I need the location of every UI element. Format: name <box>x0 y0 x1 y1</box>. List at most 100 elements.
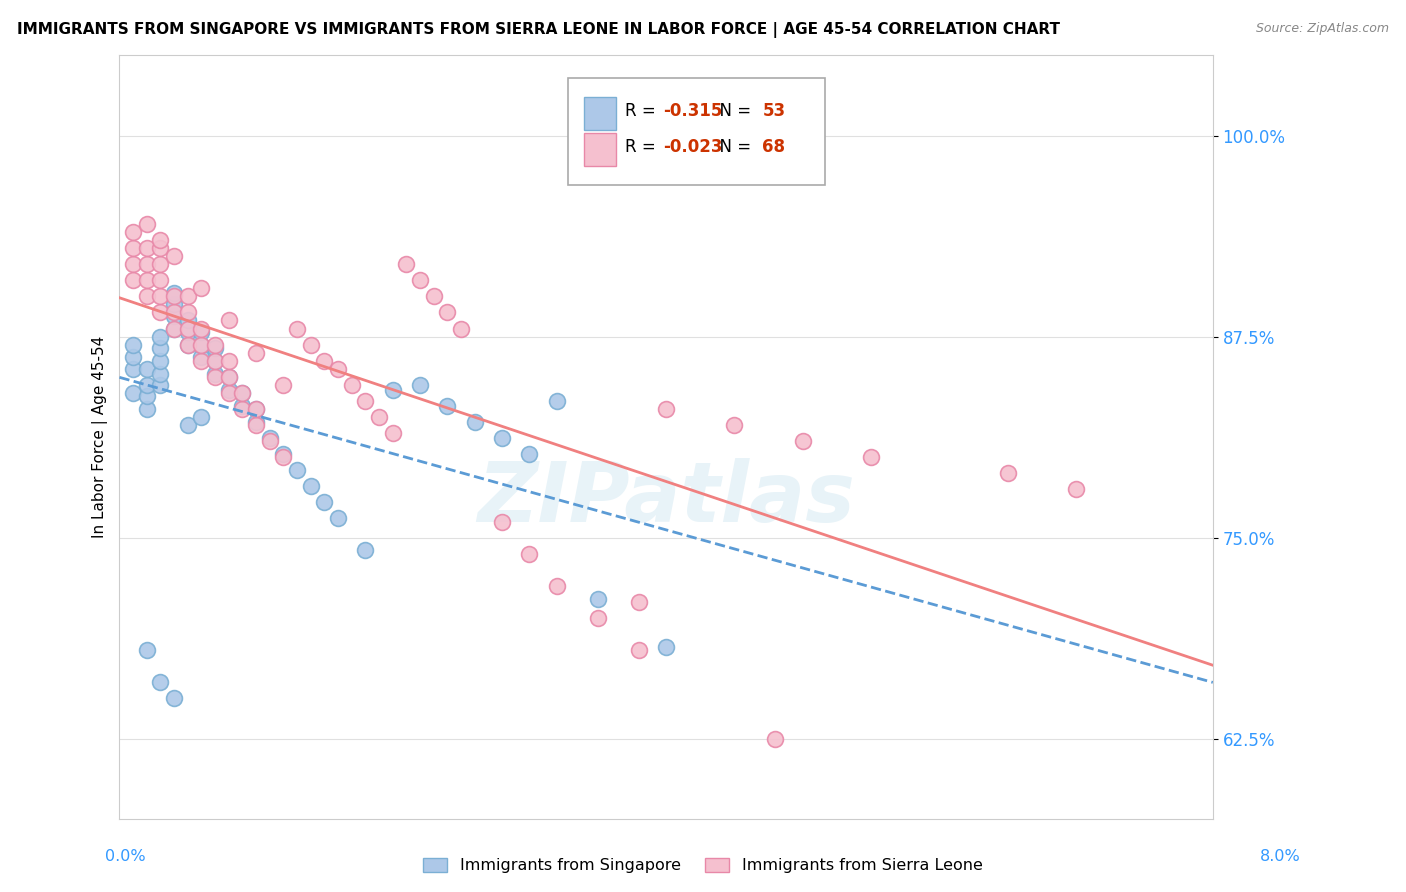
Point <box>273 447 295 461</box>
Point <box>190 337 212 351</box>
Point <box>519 447 541 461</box>
Text: -0.023: -0.023 <box>662 137 723 156</box>
Point <box>231 401 253 416</box>
FancyBboxPatch shape <box>568 78 825 185</box>
FancyBboxPatch shape <box>583 133 616 166</box>
Point <box>314 495 336 509</box>
Point <box>299 479 322 493</box>
Point <box>299 337 322 351</box>
Point <box>149 353 172 368</box>
Y-axis label: In Labor Force | Age 45-54: In Labor Force | Age 45-54 <box>93 336 108 538</box>
Point <box>218 383 240 397</box>
Text: -0.315: -0.315 <box>662 102 723 120</box>
Point <box>190 281 212 295</box>
Point <box>491 431 513 445</box>
Text: ZIPatlas: ZIPatlas <box>477 458 855 539</box>
Point <box>423 289 446 303</box>
Point <box>368 409 391 424</box>
Point <box>204 367 226 381</box>
Point <box>135 389 157 403</box>
Point <box>395 257 418 271</box>
Point <box>285 463 308 477</box>
Point <box>409 377 432 392</box>
Point <box>259 434 281 449</box>
Point <box>190 351 212 365</box>
Point <box>436 305 458 319</box>
Text: 0.0%: 0.0% <box>105 849 146 864</box>
Legend: Immigrants from Singapore, Immigrants from Sierra Leone: Immigrants from Singapore, Immigrants fr… <box>418 851 988 880</box>
Point <box>546 579 568 593</box>
Point <box>997 467 1019 481</box>
Point <box>163 286 186 301</box>
Point <box>204 353 226 368</box>
Point <box>163 321 186 335</box>
Point <box>135 241 157 255</box>
Point <box>326 511 349 525</box>
Point <box>122 273 145 287</box>
Point <box>149 233 172 247</box>
Point <box>204 337 226 351</box>
Point <box>326 361 349 376</box>
Point <box>231 385 253 400</box>
Point <box>135 643 157 657</box>
Point <box>218 385 240 400</box>
Point <box>149 377 172 392</box>
Point <box>218 313 240 327</box>
Point <box>177 337 200 351</box>
Point <box>149 367 172 381</box>
Point <box>218 369 240 384</box>
Point <box>135 217 157 231</box>
Point <box>135 361 157 376</box>
Point <box>586 591 609 606</box>
Point <box>135 377 157 392</box>
Point <box>163 309 186 323</box>
Point <box>149 289 172 303</box>
Point <box>190 325 212 339</box>
Point <box>204 341 226 355</box>
Point <box>149 257 172 271</box>
Point <box>122 257 145 271</box>
Point <box>723 417 745 432</box>
Point <box>177 305 200 319</box>
Point <box>177 313 200 327</box>
Point <box>245 417 267 432</box>
Point <box>149 305 172 319</box>
Point <box>231 385 253 400</box>
Point <box>122 337 145 351</box>
Point <box>122 351 145 365</box>
Point <box>792 434 814 449</box>
Point <box>218 353 240 368</box>
Point <box>464 415 486 429</box>
Point <box>340 377 363 392</box>
Point <box>655 640 678 654</box>
Point <box>245 345 267 359</box>
Point <box>354 543 377 558</box>
Point <box>655 401 678 416</box>
Point <box>163 297 186 311</box>
Point <box>163 249 186 263</box>
Point <box>491 515 513 529</box>
Point <box>450 321 472 335</box>
Point <box>163 321 186 335</box>
Point <box>190 353 212 368</box>
Point <box>122 361 145 376</box>
Point <box>273 377 295 392</box>
Point <box>177 337 200 351</box>
Point <box>245 401 267 416</box>
Point <box>149 675 172 690</box>
Point <box>163 691 186 706</box>
Point <box>122 385 145 400</box>
Point <box>135 273 157 287</box>
Point <box>163 289 186 303</box>
Text: 53: 53 <box>762 102 786 120</box>
Point <box>218 369 240 384</box>
Point <box>204 369 226 384</box>
Point <box>149 273 172 287</box>
Point <box>519 547 541 561</box>
Point <box>177 289 200 303</box>
Point <box>122 225 145 239</box>
FancyBboxPatch shape <box>583 97 616 129</box>
Point <box>259 431 281 445</box>
Point <box>135 257 157 271</box>
Point <box>273 450 295 465</box>
